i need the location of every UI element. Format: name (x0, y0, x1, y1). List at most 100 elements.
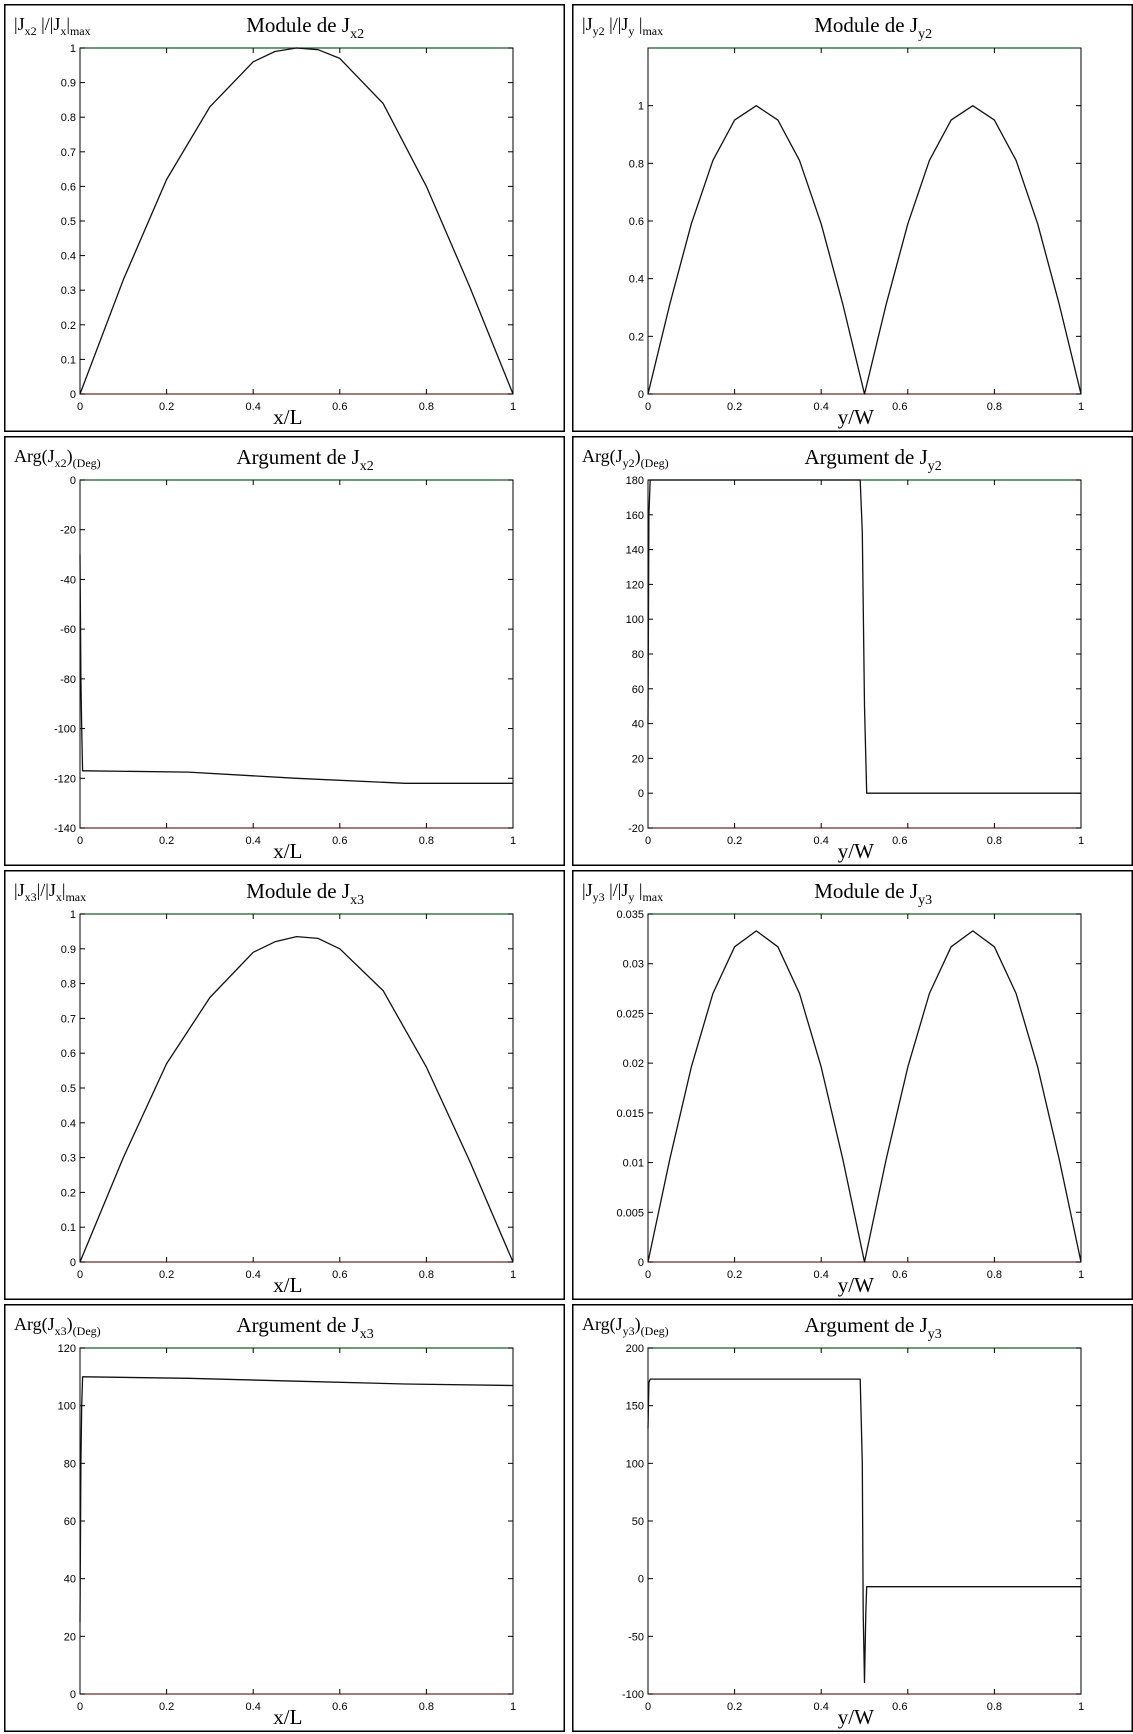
panel-border (4, 4, 565, 432)
y-axis-label: Arg(Jx2)(Deg) (14, 446, 101, 470)
y-tick-label: 0 (70, 389, 76, 401)
x-tick-label: 0.8 (987, 835, 1002, 847)
x-tick-label: 1 (510, 1701, 516, 1713)
chart-svg: Module de Jy3 |Jy3 |/|Jy |max y/W 0 0.2 0.4 0.… (572, 870, 1133, 1300)
x-tick-label: 0.4 (246, 835, 261, 847)
y-tick-label: 0.7 (61, 147, 76, 159)
x-tick-label: 0.8 (987, 1269, 1002, 1281)
y-tick-label: 0.005 (616, 1207, 644, 1219)
x-tick-label: 0.8 (987, 401, 1002, 413)
plot-frame (79, 1347, 514, 1695)
y-tick-label: 0.3 (61, 285, 76, 297)
y-tick-label: 60 (64, 1516, 76, 1528)
y-tick-label: 180 (626, 475, 644, 487)
data-series-line (79, 47, 514, 395)
y-tick-label: 0.015 (616, 1108, 644, 1120)
x-tick-label: 1 (1078, 835, 1084, 847)
x-tick-label: 0.6 (892, 401, 907, 413)
x-tick-label: 0 (645, 401, 651, 413)
data-series-line (79, 554, 513, 784)
y-axis-label: Arg(Jy2)(Deg) (582, 446, 669, 470)
y-tick-label: 40 (632, 719, 644, 731)
x-tick-label: 0 (77, 1701, 83, 1713)
y-tick-label: 160 (626, 510, 644, 522)
x-tick-label: 1 (510, 835, 516, 847)
y-tick-label: -60 (60, 624, 76, 636)
y-tick-label: -20 (628, 823, 644, 835)
plot-frame (79, 47, 514, 395)
panel-border (4, 1304, 565, 1732)
y-tick-label: 0.8 (61, 979, 76, 991)
x-tick-label: 0 (77, 1269, 83, 1281)
y-tick-label: 40 (64, 1574, 76, 1586)
y-tick-label: 140 (626, 545, 644, 557)
data-series-line (647, 930, 1082, 1263)
y-tick-label: 0 (638, 1257, 644, 1269)
x-tick-label: 0.4 (814, 1701, 829, 1713)
chart-title: Argument de Jy3 (805, 1313, 942, 1342)
y-tick-label: 0.035 (616, 909, 644, 921)
y-tick-label: 0.01 (623, 1158, 644, 1170)
plot-frame (79, 913, 514, 1263)
x-tick-label: 0.8 (419, 1701, 434, 1713)
data-series-line (79, 1376, 514, 1622)
x-tick-label: 0.2 (159, 1269, 174, 1281)
y-tick-label: 0.025 (616, 1008, 644, 1020)
plot-frame (647, 1347, 1082, 1695)
chart-svg: Module de Jx2 |Jx2 |/|Jx|max x/L 0 0.2 0.4 0.6… (4, 4, 565, 432)
x-tick-label: 0.2 (727, 1701, 742, 1713)
x-axis-label: y/W (838, 839, 874, 863)
chart-svg: Argument de Jy2 Arg(Jy2)(Deg) y/W 0 0.2 0.4 0.… (572, 436, 1133, 866)
panel-border (4, 870, 565, 1300)
panel-border (4, 436, 565, 866)
x-tick-label: 0.4 (246, 1269, 261, 1281)
y-axis-label: |Jx2 |/|Jx|max (14, 14, 91, 38)
x-tick-label: 0.2 (159, 835, 174, 847)
y-tick-label: 0.02 (623, 1058, 644, 1070)
y-tick-label: 0.2 (61, 1187, 76, 1199)
x-tick-label: 0.4 (246, 1701, 261, 1713)
y-tick-label: 100 (626, 1458, 644, 1470)
y-tick-label: 0.5 (61, 216, 76, 228)
x-tick-label: 0 (645, 1269, 651, 1281)
chart-panel: Module de Jy2 |Jy2 |/|Jy |max y/W 0 0.2 0.4 0.… (572, 4, 1133, 432)
y-tick-label: 0.5 (61, 1083, 76, 1095)
y-tick-label: 120 (58, 1343, 76, 1355)
y-tick-label: 0.6 (629, 216, 644, 228)
chart-panel: Module de Jx2 |Jx2 |/|Jx|max x/L 0 0.2 0.4 0.6… (4, 4, 565, 432)
y-axis-label: Arg(Jy3)(Deg) (582, 1314, 669, 1338)
y-tick-label: 100 (58, 1401, 76, 1413)
chart-panel: Argument de Jx2 Arg(Jx2)(Deg) x/L 0 0.2 0.4 0.… (4, 436, 565, 866)
y-tick-label: 1 (638, 101, 644, 113)
plot-frame (647, 913, 1082, 1263)
chart-svg: Argument de Jx2 Arg(Jx2)(Deg) x/L 0 0.2 0.4 0.… (4, 436, 565, 866)
y-tick-label: 20 (632, 753, 644, 765)
x-tick-label: 0.4 (814, 1269, 829, 1281)
x-tick-label: 0.6 (892, 1269, 907, 1281)
chart-panel: Module de Jx3 |Jx3|/|Jx|max x/L 0 0.2 0.4 0.6 0… (4, 870, 565, 1300)
plot-frame (79, 479, 514, 829)
x-tick-label: 1 (1078, 1701, 1084, 1713)
y-tick-label: 0.2 (61, 320, 76, 332)
x-tick-label: 0.2 (727, 835, 742, 847)
panel-border (572, 4, 1133, 432)
y-tick-label: 0.3 (61, 1153, 76, 1165)
y-tick-label: 0.7 (61, 1013, 76, 1025)
y-tick-label: 50 (632, 1516, 644, 1528)
y-tick-label: 0 (70, 475, 76, 487)
panel-border (572, 436, 1133, 866)
chart-title: Module de Jy2 (814, 13, 932, 42)
x-tick-label: 0.6 (892, 835, 907, 847)
chart-svg: Module de Jx3 |Jx3|/|Jx|max x/L 0 0.2 0.4 0.6 0… (4, 870, 565, 1300)
chart-title: Module de Jy3 (814, 879, 932, 908)
y-tick-label: -140 (54, 823, 76, 835)
chart-panel: Argument de Jy2 Arg(Jy2)(Deg) y/W 0 0.2 0.4 0.… (572, 436, 1133, 866)
y-tick-label: -80 (60, 674, 76, 686)
x-tick-label: 0.6 (892, 1701, 907, 1713)
y-tick-label: 0.4 (61, 251, 76, 263)
y-tick-label: 0.8 (629, 158, 644, 170)
x-tick-label: 0.8 (419, 835, 434, 847)
y-tick-label: 80 (64, 1458, 76, 1470)
y-tick-label: 200 (626, 1343, 644, 1355)
panel-border (572, 1304, 1133, 1732)
